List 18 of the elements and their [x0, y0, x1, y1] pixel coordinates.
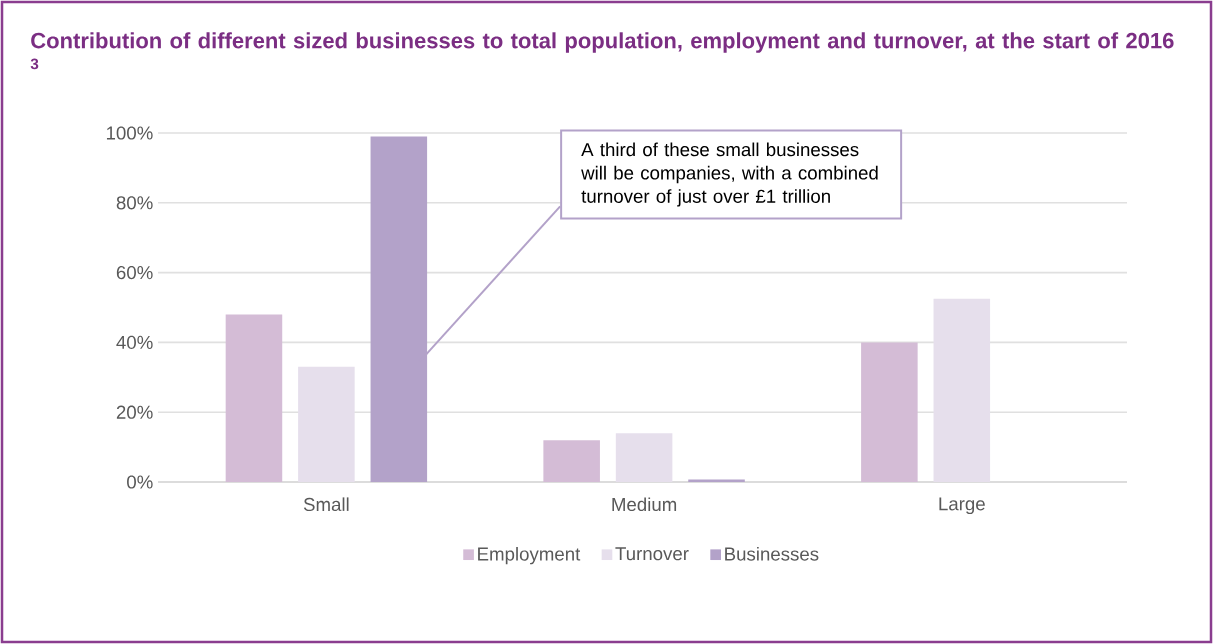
x-tick-label: Medium	[612, 497, 677, 512]
legend-label: Turnover	[615, 547, 689, 561]
legend-label: Employment	[478, 546, 581, 565]
x-tick-label: Small	[303, 497, 349, 512]
bar	[225, 314, 283, 483]
y-tick-label: 20%	[116, 405, 153, 419]
y-tick-label: 60%	[116, 265, 153, 280]
y-tick-label: 80%	[116, 196, 153, 210]
legend-label: Businesses	[725, 546, 819, 561]
y-tick-label: 100%	[106, 126, 153, 140]
bar	[615, 433, 673, 483]
y-tick-label: 40%	[116, 335, 153, 350]
annotation: A third of these small businesses will be companies, with a combined turnover of just over £1 trillion	[581, 142, 878, 207]
bar	[543, 440, 600, 483]
bar	[861, 342, 918, 483]
chart-title: Contribution of different sized businesses to total population, employment and turnover, at the start of 2016 3	[30, 32, 1174, 70]
x-tick-label: Large	[939, 497, 985, 515]
y-tick-label: 0%	[127, 475, 153, 489]
